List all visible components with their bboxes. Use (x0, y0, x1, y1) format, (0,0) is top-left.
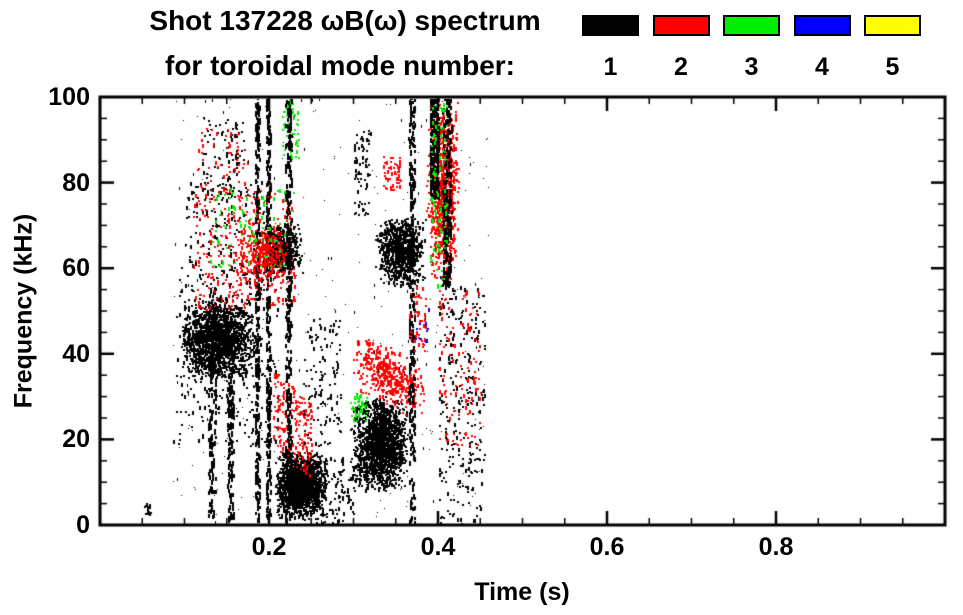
y-tick-label: 80 (62, 168, 90, 197)
y-tick-label: 40 (62, 339, 90, 368)
legend-mode-number: 4 (815, 53, 829, 81)
y-axis-label: Frequency (kHz) (9, 213, 38, 409)
legend-mode-number: 3 (744, 53, 759, 81)
x-axis-label: Time (s) (474, 578, 570, 606)
legend-swatch-mode-2 (652, 15, 710, 36)
legend-mode-number: 5 (885, 53, 900, 81)
legend-mode-number: 2 (674, 53, 688, 81)
x-tick-label: 0.2 (251, 533, 287, 561)
legend-swatch-mode-5 (864, 15, 921, 36)
chart-title-line1: Shot 137228 ωB(ω) spectrum (149, 5, 541, 36)
y-tick-label: 60 (62, 254, 90, 283)
y-tick-label: 100 (48, 83, 90, 111)
x-tick-label: 0.8 (758, 533, 794, 561)
legend-swatch-mode-4 (793, 15, 851, 36)
y-tick-label: 20 (62, 425, 90, 454)
legend-swatch-mode-1 (582, 15, 639, 36)
x-tick-label: 0.4 (420, 533, 456, 561)
y-tick-label: 0 (76, 511, 90, 539)
x-tick-label: 0.6 (589, 533, 625, 561)
legend-mode-number: 1 (603, 53, 618, 81)
legend-swatch-mode-3 (723, 15, 780, 36)
chart-title-line2: for toroidal mode number: (165, 50, 515, 81)
